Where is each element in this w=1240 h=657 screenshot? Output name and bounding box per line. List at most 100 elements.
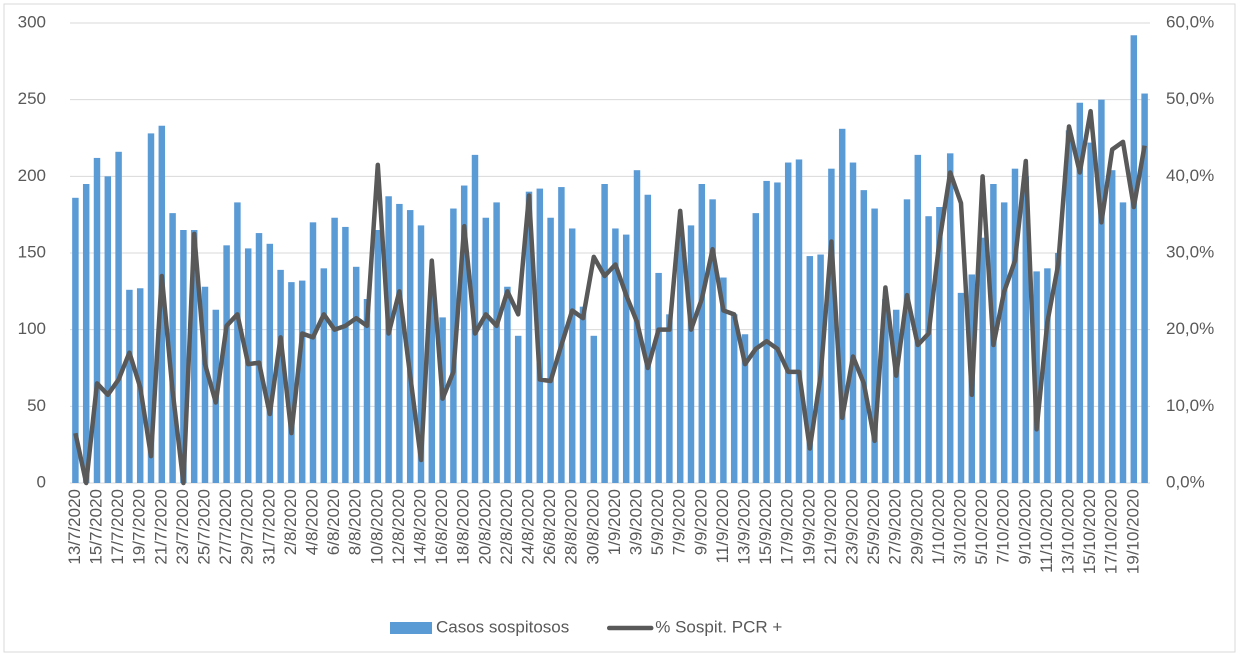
bar — [838, 128, 846, 484]
y2-tick-label: 10,0% — [1166, 396, 1214, 415]
y2-tick-label: 20,0% — [1166, 319, 1214, 338]
bar — [385, 196, 392, 483]
bar — [460, 185, 468, 484]
bar — [741, 334, 749, 483]
bar — [774, 182, 781, 483]
x-tick-label: 15/9/2020 — [756, 489, 775, 565]
bar — [406, 210, 414, 484]
x-tick-label: 11/10/2020 — [1037, 489, 1056, 573]
x-tick-label: 5/10/2020 — [972, 489, 991, 565]
bar — [169, 213, 176, 483]
bar — [936, 207, 943, 483]
bar — [871, 208, 878, 484]
x-tick-label: 29/7/2020 — [238, 489, 257, 565]
x-tick-label: 23/9/2020 — [842, 489, 861, 565]
x-tick-label: 17/7/2020 — [108, 489, 127, 565]
x-tick-label: 19/10/2020 — [1123, 489, 1142, 574]
bar — [288, 282, 295, 483]
bar — [547, 217, 554, 483]
bar — [579, 306, 587, 483]
x-tick-label: 15/10/2020 — [1080, 489, 1099, 574]
bar — [1130, 35, 1138, 484]
bar — [190, 230, 198, 483]
bar — [666, 314, 673, 483]
bar — [115, 151, 122, 484]
bar — [828, 168, 835, 483]
bar — [266, 243, 274, 483]
bar — [860, 190, 868, 483]
bar — [536, 188, 544, 483]
bar — [590, 335, 598, 483]
x-tick-label: 30/8/2020 — [583, 489, 602, 565]
y2-tick-label: 60,0% — [1166, 12, 1214, 31]
bar — [504, 286, 511, 483]
x-tick-label: 12/8/2020 — [389, 489, 408, 565]
bar — [93, 157, 101, 483]
bar — [396, 203, 403, 483]
bar — [1119, 202, 1127, 483]
x-tick-label: 1/10/2020 — [929, 489, 948, 565]
bar — [1076, 102, 1084, 483]
bar — [1141, 93, 1148, 484]
x-tick-label: 8/8/2020 — [346, 489, 365, 555]
y2-tick-label: 40,0% — [1166, 166, 1214, 185]
x-tick-label: 23/7/2020 — [173, 489, 192, 565]
x-tick-label: 1/9/2020 — [605, 489, 624, 555]
bar — [568, 228, 576, 483]
bar — [882, 299, 889, 483]
x-tick-label: 5/9/2020 — [648, 489, 667, 555]
y-tick-label: 150 — [18, 242, 46, 261]
bar — [126, 289, 133, 483]
bar — [903, 199, 911, 484]
x-tick-label: 17/10/2020 — [1102, 489, 1121, 574]
bar — [925, 216, 932, 483]
x-tick-label: 3/10/2020 — [950, 489, 969, 565]
y-tick-label: 0 — [37, 472, 46, 491]
x-tick-label: 9/9/2020 — [691, 489, 710, 555]
bar — [709, 199, 716, 484]
bar — [1044, 268, 1051, 483]
bar — [342, 226, 349, 483]
bar — [374, 230, 382, 483]
bar — [1087, 142, 1094, 483]
bar — [763, 180, 770, 483]
chart-border — [3, 3, 1236, 653]
y-tick-label: 50 — [27, 396, 46, 415]
x-tick-label: 18/8/2020 — [454, 489, 473, 565]
bar — [644, 194, 652, 483]
bar — [298, 280, 306, 483]
bar — [352, 266, 360, 483]
x-tick-label: 22/8/2020 — [497, 489, 516, 565]
bar — [493, 202, 500, 483]
x-tick-label: 15/7/2020 — [86, 489, 105, 565]
bar — [655, 272, 662, 483]
x-tick-label: 13/10/2020 — [1058, 489, 1077, 574]
bar — [676, 222, 684, 484]
bar — [1054, 253, 1062, 483]
x-tick-label: 28/8/2020 — [562, 489, 581, 565]
x-tick-label: 29/9/2020 — [907, 489, 926, 565]
line — [73, 108, 1147, 486]
bar — [806, 256, 814, 483]
bar — [914, 154, 922, 483]
bar — [698, 184, 706, 483]
x-tick-label: 14/8/2020 — [410, 489, 429, 565]
y-tick-label: 300 — [18, 12, 46, 31]
x-tick-label: 25/9/2020 — [864, 489, 883, 565]
x-tick-label: 16/8/2020 — [432, 489, 451, 565]
x-tick-label: 6/8/2020 — [324, 489, 343, 555]
bar — [320, 268, 328, 483]
x-tick-label: 24/8/2020 — [518, 489, 537, 565]
x-tick-label: 21/7/2020 — [151, 489, 170, 565]
x-tick-label: 27/7/2020 — [216, 489, 235, 565]
bar — [514, 335, 522, 483]
bar — [1011, 168, 1019, 483]
x-tick-label: 2/8/2020 — [281, 489, 300, 555]
legend-label: Casos sospitosos — [436, 617, 569, 636]
y2-tick-label: 30,0% — [1166, 242, 1214, 261]
bar — [201, 286, 209, 483]
x-tick-label: 31/7/2020 — [259, 489, 278, 565]
bar — [1022, 176, 1030, 484]
